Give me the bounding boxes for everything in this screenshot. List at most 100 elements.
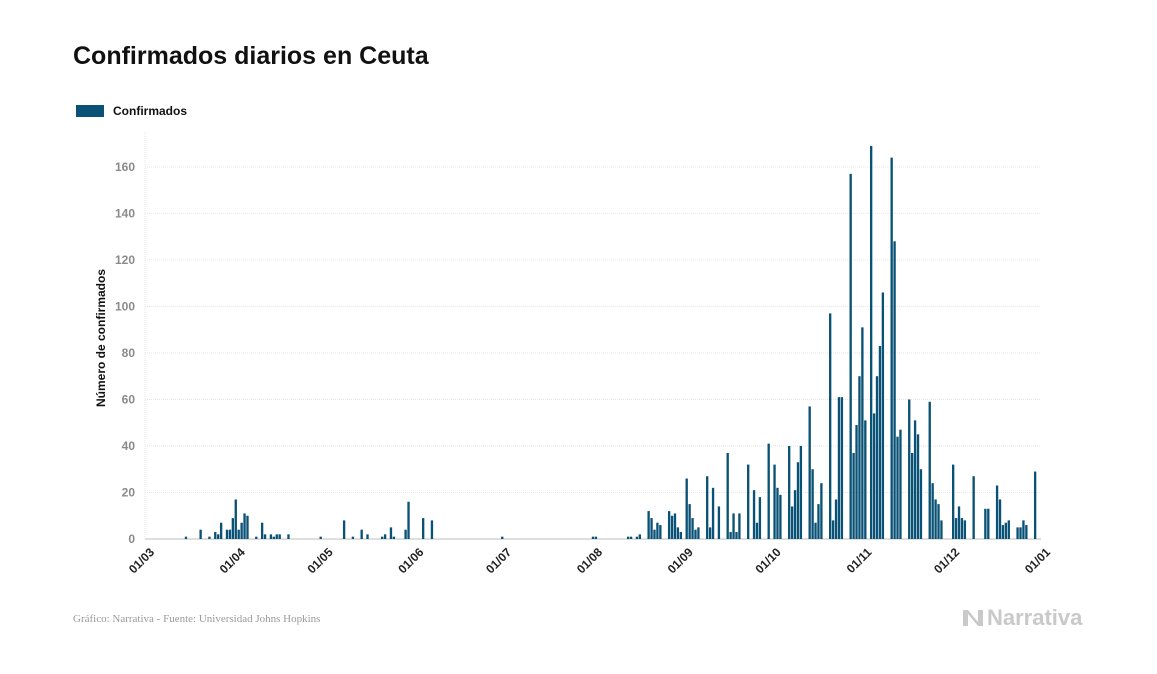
- bar: [688, 504, 691, 539]
- bar: [811, 469, 814, 539]
- bar: [726, 452, 729, 539]
- bar: [972, 476, 975, 539]
- bar: [735, 532, 738, 539]
- bar: [954, 518, 958, 539]
- bar: [899, 429, 902, 539]
- bar: [788, 445, 791, 539]
- bar: [383, 534, 387, 539]
- bar: [872, 413, 876, 539]
- bar: [995, 485, 999, 539]
- bar: [650, 518, 653, 539]
- y-tick-label: 80: [122, 346, 136, 360]
- bar: [246, 515, 249, 539]
- bar: [773, 464, 776, 539]
- source-credit: Gráfico: Narrativa - Fuente: Universidad…: [73, 613, 321, 625]
- x-axis-ticks: 01/03 01/04 01/05 01/06 01/07 01/08 01/09 01/10…: [126, 545, 1053, 576]
- y-tick-label: 20: [122, 485, 136, 499]
- bar: [706, 476, 709, 539]
- bar: [758, 497, 762, 539]
- legend: Confirmados: [76, 104, 187, 118]
- bar: [667, 511, 671, 539]
- bar: [1019, 527, 1022, 539]
- chart-title: Confirmados diarios en Ceuta: [73, 42, 429, 70]
- bar: [738, 513, 741, 539]
- x-tick-label: 01/10: [753, 545, 784, 576]
- bar: [430, 520, 434, 539]
- bar: [342, 520, 346, 539]
- bar: [755, 522, 759, 539]
- y-tick-label: 140: [115, 206, 135, 220]
- bar: [913, 420, 917, 539]
- bar: [910, 452, 914, 539]
- bar: [228, 529, 232, 539]
- bar: [676, 527, 680, 539]
- bar: [1025, 525, 1028, 539]
- bar: [855, 425, 858, 539]
- bar: [814, 522, 817, 539]
- bar: [392, 536, 396, 539]
- bar: [1007, 520, 1010, 539]
- bar: [219, 522, 223, 539]
- bar: [263, 534, 267, 539]
- bar: [987, 508, 990, 539]
- x-tick-label: 01/04: [217, 545, 248, 576]
- bar: [793, 490, 797, 539]
- bar: [240, 522, 243, 539]
- bar: [656, 522, 659, 539]
- bar: [984, 508, 987, 539]
- bar: [287, 534, 290, 539]
- bar: [272, 536, 276, 539]
- y-axis-label: Número de confirmados: [94, 269, 108, 407]
- x-tick-label: 01/07: [483, 545, 514, 576]
- bar: [799, 445, 803, 539]
- bar: [951, 464, 955, 539]
- bar: [852, 452, 855, 539]
- bar: [184, 536, 188, 539]
- bar: [928, 401, 931, 539]
- bar: [817, 504, 820, 539]
- bar: [694, 529, 697, 539]
- brand: Narrativa: [962, 605, 1082, 631]
- bar: [837, 397, 841, 539]
- bar: [1016, 527, 1019, 539]
- bar: [881, 292, 885, 539]
- bar: [679, 532, 683, 539]
- bar: [685, 478, 688, 539]
- bar: [829, 313, 832, 539]
- legend-swatch-confirmados: [76, 105, 104, 117]
- bar: [319, 536, 322, 539]
- bar: [243, 513, 246, 539]
- bar: [747, 464, 750, 539]
- bar: [635, 536, 639, 539]
- bar: [1033, 471, 1037, 539]
- x-tick-label: 01/12: [931, 545, 962, 576]
- bar: [849, 173, 852, 540]
- bar: [870, 145, 873, 539]
- bar: [381, 536, 384, 539]
- bar: [691, 518, 694, 539]
- x-tick-label: 01/11: [844, 545, 875, 576]
- bar: [790, 506, 794, 539]
- bar: [796, 462, 800, 539]
- bar: [199, 529, 202, 539]
- bar: [717, 506, 721, 539]
- bar: [653, 529, 656, 539]
- bar: [960, 518, 964, 539]
- bar: [916, 434, 920, 539]
- bar: [890, 157, 893, 539]
- bar: [670, 515, 674, 539]
- x-tick-label: 01/05: [305, 545, 336, 576]
- bar: [638, 534, 642, 539]
- bar: [217, 534, 220, 539]
- bar: [225, 529, 229, 539]
- x-tick-label: 01/01: [1022, 545, 1053, 576]
- bar: [237, 529, 240, 539]
- bar: [708, 527, 712, 539]
- bar: [214, 532, 217, 539]
- gridlines: [144, 132, 1041, 540]
- bars: [184, 145, 1037, 540]
- bar: [404, 529, 407, 539]
- bar: [878, 345, 882, 539]
- bar: [366, 534, 369, 539]
